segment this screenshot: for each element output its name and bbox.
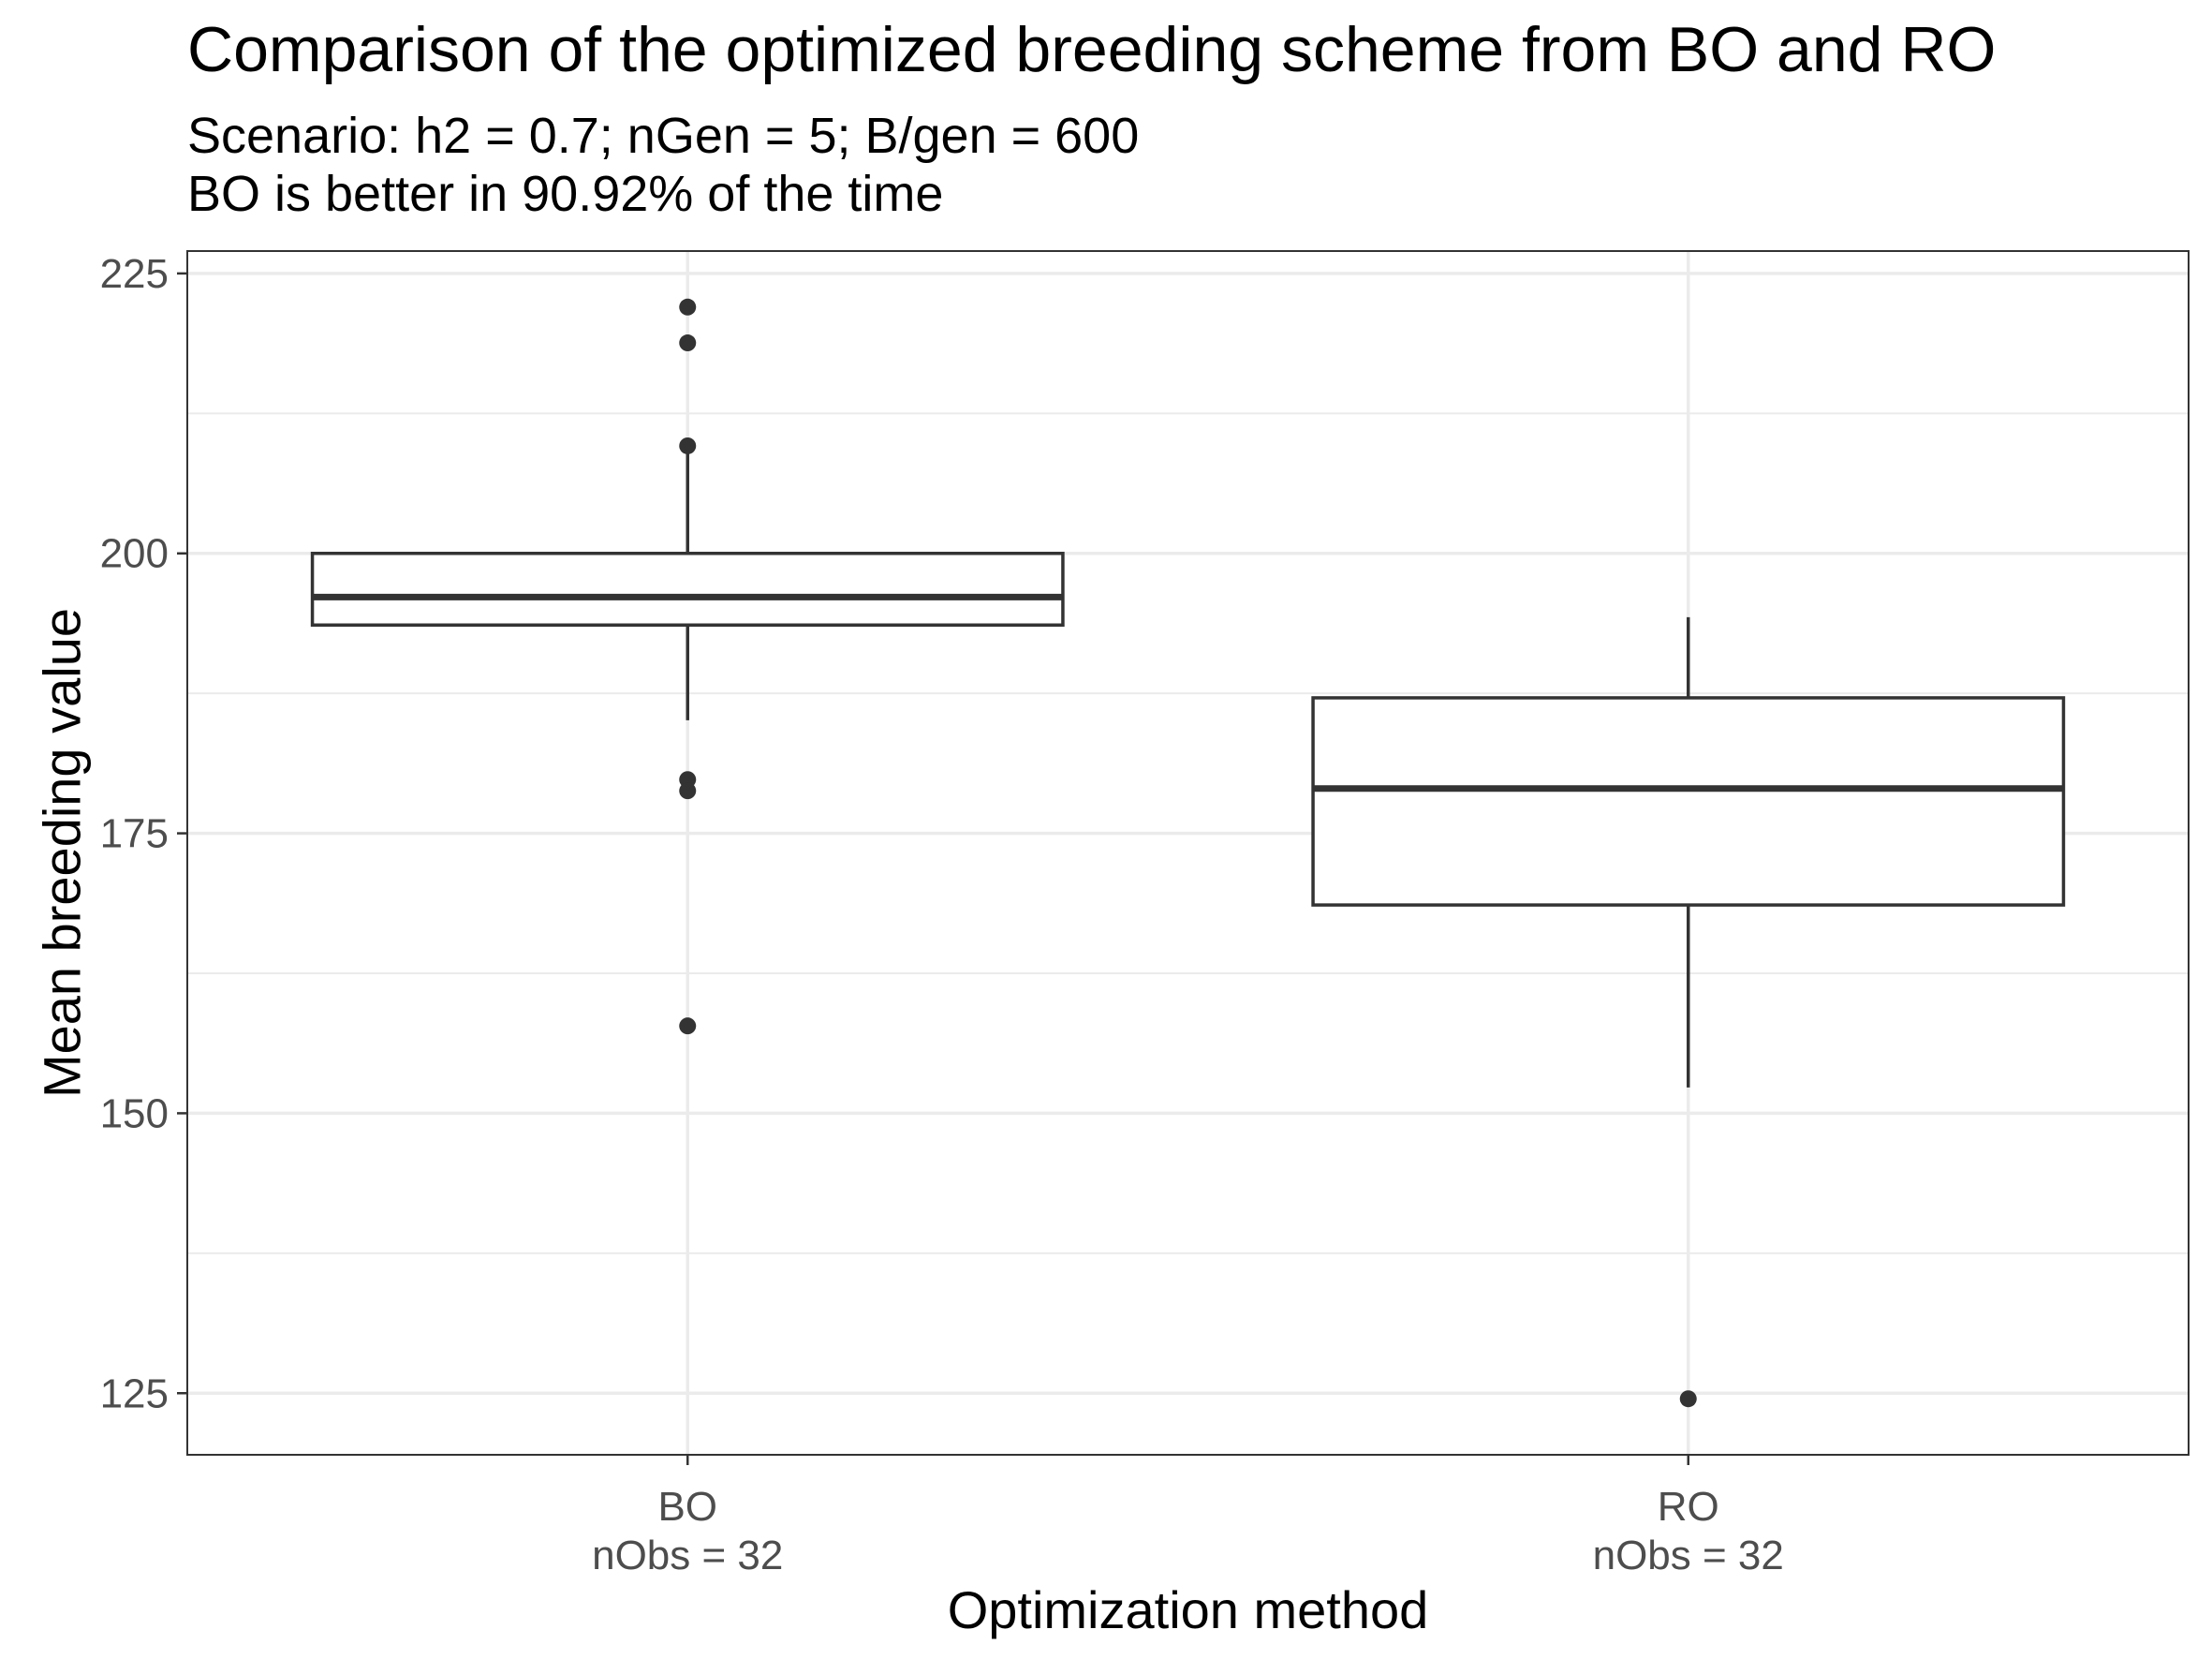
x-tick-label: BO — [657, 1484, 717, 1530]
outlier-point — [679, 334, 697, 352]
x-tick-count-label: nObs = 32 — [592, 1533, 783, 1578]
box-group-ro — [1311, 616, 2066, 1408]
outlier-point — [679, 298, 697, 316]
y-tick-label: 175 — [100, 811, 169, 857]
outlier-point — [1679, 1390, 1697, 1408]
chart-subtitle-result: BO is better in 90.92% of the time — [187, 166, 944, 222]
y-tick-label: 150 — [100, 1090, 169, 1136]
box-group-bo — [310, 298, 1065, 1035]
x-tick-label: RO — [1658, 1484, 1719, 1530]
data-layer — [310, 298, 2066, 1408]
y-tick-label: 125 — [100, 1370, 169, 1416]
iqr-box — [310, 551, 1065, 627]
chart-title: Comparison of the optimized breeding sch… — [187, 14, 1997, 85]
x-axis-title: Optimization method — [948, 1580, 1429, 1639]
panel-border — [186, 250, 2190, 1456]
x-tick-count-label: nObs = 32 — [1593, 1533, 1784, 1578]
outlier-point — [679, 1017, 697, 1035]
chart-subtitle-scenario: Scenario: h2 = 0.7; nGen = 5; B/gen = 60… — [187, 108, 1140, 164]
outlier-point — [679, 437, 697, 454]
y-tick-label: 225 — [100, 251, 169, 297]
outlier-point — [679, 782, 697, 800]
y-tick-label: 200 — [100, 531, 169, 577]
y-axis-title: Mean breeding value — [33, 608, 92, 1098]
iqr-box — [1311, 696, 2066, 907]
